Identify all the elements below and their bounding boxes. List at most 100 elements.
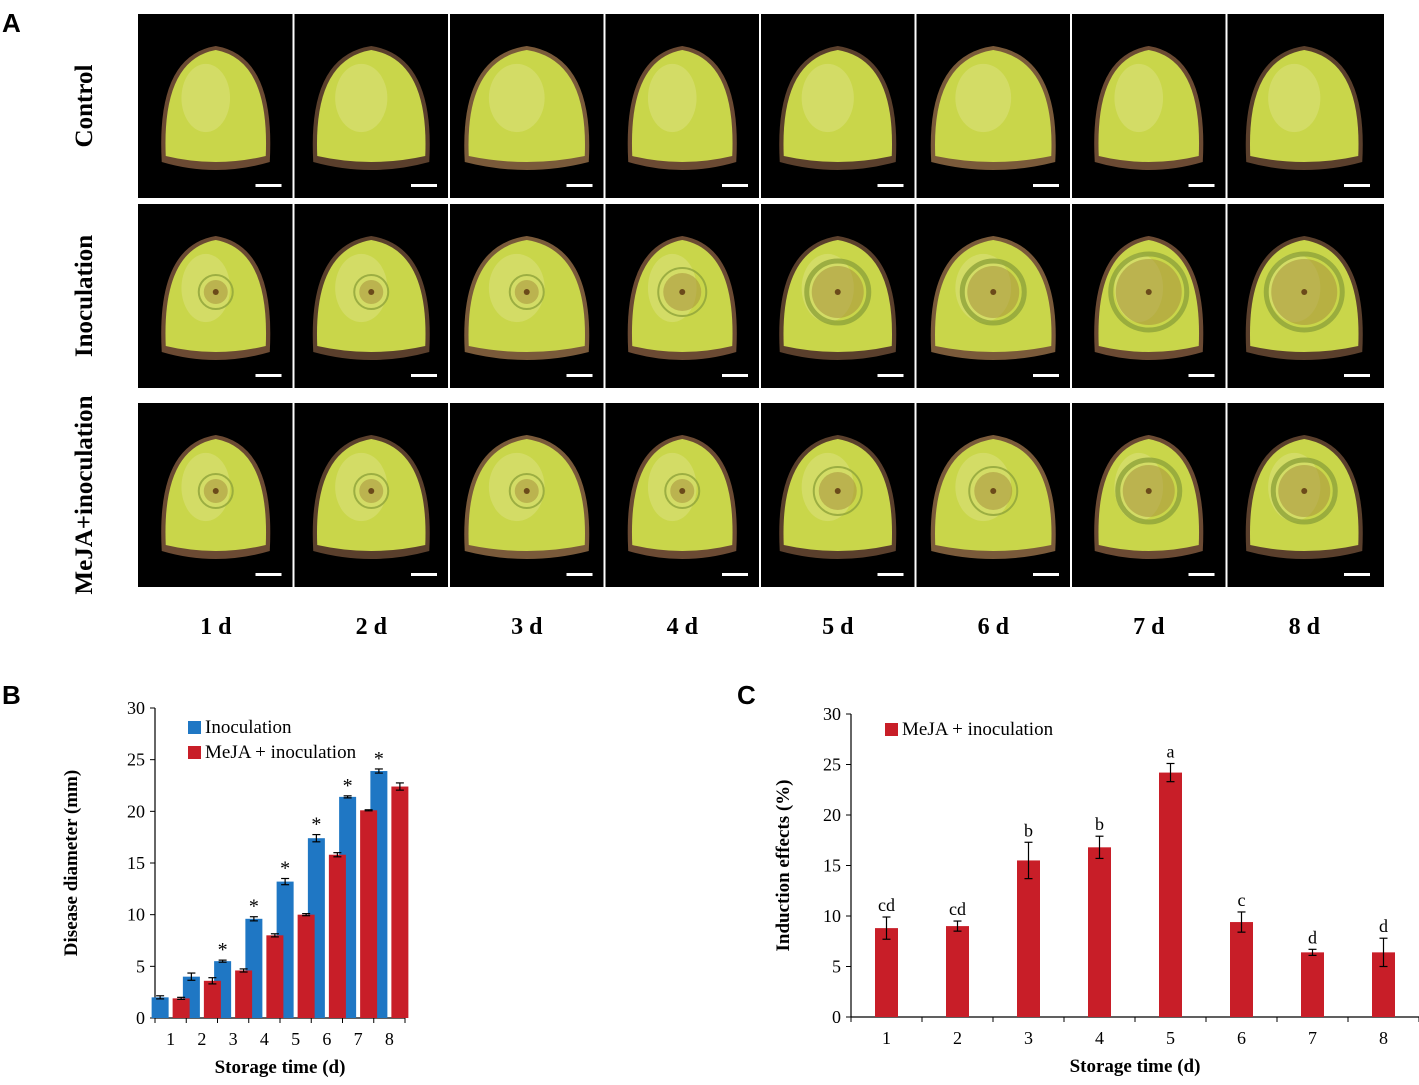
significance-mark: *: [343, 775, 353, 797]
fruit-photo: [464, 46, 593, 187]
bar: [266, 935, 284, 1018]
lesion-center: [834, 289, 841, 295]
y-tick-label: 30: [823, 704, 841, 724]
x-tick-label: 1: [882, 1028, 891, 1048]
y-axis-label: Disease diameter (mm): [61, 770, 82, 956]
lesion-center: [679, 488, 686, 494]
significance-mark: *: [374, 748, 384, 770]
fruit-photo: [312, 435, 437, 576]
scale-bar: [1188, 573, 1215, 576]
row-label: Inoculation: [71, 235, 98, 357]
x-tick-label: 5: [1166, 1028, 1175, 1048]
x-tick-label: 2: [953, 1028, 962, 1048]
scale-bar: [722, 573, 748, 576]
day-label: 7 d: [1133, 614, 1165, 640]
photo-grid: Control Inoculation MeJA+inoculation: [71, 14, 1384, 594]
scale-bar: [255, 573, 282, 576]
scale-bar: [722, 374, 748, 377]
bar: [1230, 922, 1253, 1017]
legend-swatch: [188, 721, 201, 734]
lesion-ring: [353, 473, 390, 509]
day-label: 2 d: [355, 614, 387, 640]
photo-divider: [603, 14, 606, 198]
significance-mark: *: [218, 939, 228, 961]
bar: [1372, 952, 1395, 1017]
lesion-center: [368, 488, 375, 494]
bar: [1301, 952, 1324, 1017]
lesion-center: [1301, 289, 1308, 295]
bar: [391, 786, 409, 1018]
lesion-ring: [664, 473, 701, 509]
fruit-photo: [627, 435, 748, 576]
photo-divider: [759, 403, 761, 587]
photo-divider: [448, 14, 450, 198]
scale-bar: [1033, 573, 1059, 576]
bar: [1088, 847, 1111, 1017]
fruit-photo: [312, 46, 437, 187]
lesion-ring: [812, 466, 863, 516]
photo-divider: [1225, 204, 1228, 388]
fruit-highlight: [647, 63, 697, 133]
panel-label-c: C: [737, 680, 756, 710]
x-tick-label: 3: [1024, 1028, 1033, 1048]
panel-label-a: A: [2, 8, 21, 38]
fruit-flesh: [631, 50, 733, 162]
lesion-center: [212, 289, 219, 295]
lesion-ring: [508, 274, 545, 310]
x-tick-label: 6: [322, 1029, 331, 1049]
fruit-highlight: [335, 63, 388, 133]
photo-divider: [292, 204, 295, 388]
bar: [172, 998, 190, 1018]
row-label: Control: [71, 65, 98, 148]
scale-bar: [1188, 184, 1215, 187]
photo-divider: [914, 403, 917, 587]
fruit-photo: [627, 236, 748, 377]
bar: [875, 928, 898, 1017]
x-tick-label: 4: [260, 1029, 269, 1049]
fruit-flesh: [1249, 50, 1359, 162]
photo-divider: [759, 204, 761, 388]
y-tick-label: 10: [127, 905, 145, 925]
scale-bar: [1033, 374, 1059, 377]
lesion-ring: [1270, 457, 1338, 525]
fruit-photo: [464, 236, 593, 377]
photo-divider: [1070, 14, 1072, 198]
fruit-photo: [1094, 435, 1215, 576]
scale-bar: [1033, 184, 1059, 187]
legend-label: MeJA + inoculation: [205, 742, 357, 763]
y-tick-label: 10: [823, 906, 841, 926]
y-tick-label: 15: [127, 853, 145, 873]
significance-letter: b: [1024, 820, 1033, 840]
x-tick-label: 5: [291, 1029, 300, 1049]
fruit-flesh: [468, 50, 585, 162]
lesion-ring: [508, 473, 545, 509]
significance-letter: b: [1095, 814, 1104, 834]
lesion-center: [1145, 488, 1152, 494]
significance-letter: c: [1238, 890, 1246, 910]
significance-mark: *: [311, 814, 321, 836]
bar: [235, 970, 253, 1018]
scale-bar: [877, 573, 904, 576]
bar: [151, 997, 169, 1018]
photo-divider: [292, 14, 295, 198]
x-tick-label: 8: [1379, 1028, 1388, 1048]
x-tick-label: 7: [354, 1029, 363, 1049]
significance-letter: a: [1167, 741, 1175, 761]
scale-bar: [411, 374, 437, 377]
lesion-ring: [197, 473, 234, 509]
bar: [297, 914, 315, 1018]
fruit-photo: [161, 236, 282, 377]
fruit-photo: [779, 46, 904, 187]
y-tick-label: 0: [136, 1008, 145, 1028]
fruit-photo: [1245, 46, 1370, 187]
fruit-photo: [930, 435, 1059, 576]
lesion-ring: [1263, 251, 1345, 333]
fruit-highlight: [801, 63, 854, 133]
x-tick-label: 8: [385, 1029, 394, 1049]
x-axis-label: Storage time (d): [215, 1057, 346, 1078]
fruit-photo: [779, 236, 904, 377]
y-tick-label: 0: [832, 1007, 841, 1027]
photo-divider: [914, 14, 917, 198]
fruit-photo: [1245, 435, 1370, 576]
x-tick-label: 6: [1237, 1028, 1246, 1048]
